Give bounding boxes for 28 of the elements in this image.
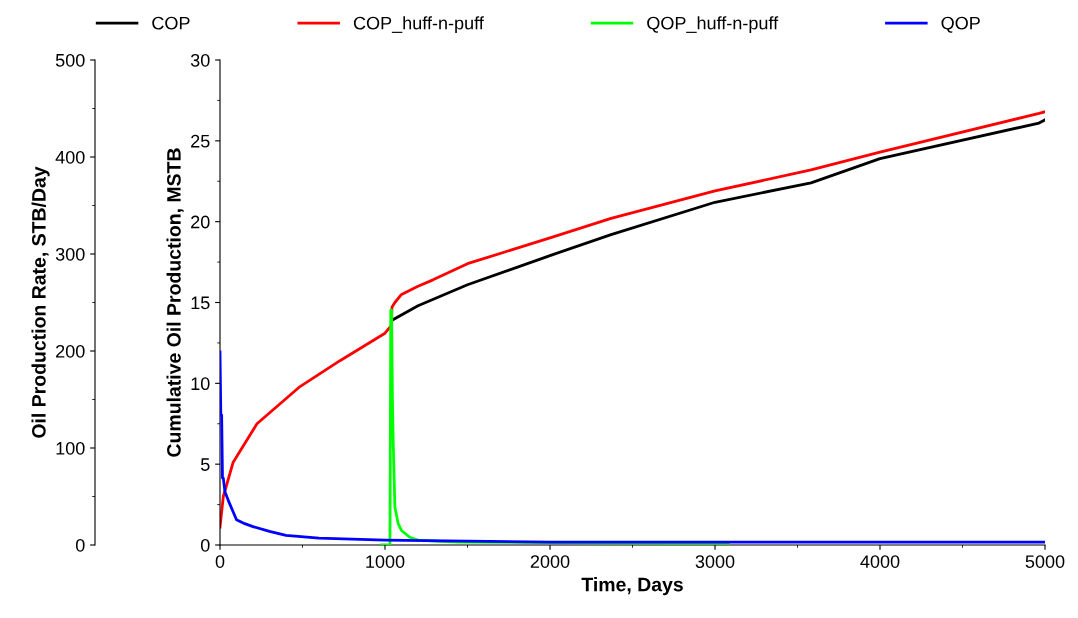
y2-tick-label: 500 [55,53,85,67]
x-tick-label: 4000 [860,555,900,568]
y-tick-label: 5 [200,458,210,471]
y-tick-label: 25 [191,134,210,148]
y-tick-label: 20 [191,215,210,229]
x-tick-label: 5000 [1025,555,1065,568]
y-tick-label: 0 [200,538,210,552]
x-tick-label: 1000 [366,555,405,568]
y2-tick-label: 400 [55,150,85,164]
legend-label: COP [152,16,190,30]
y2-axis-title: Oil Production Rate, STB/Day [31,166,50,438]
legend-label: QOP_huff-n-puff [647,16,779,34]
y-tick-label: 15 [191,296,210,310]
legend-label: COP_huff-n-puff [353,16,484,34]
y2-tick-label: 200 [56,344,85,358]
x-tick-label: 3000 [695,555,735,568]
legend-label: QOP [941,16,980,33]
y2-tick-label: 0 [75,538,85,552]
x-axis-title: Time, Days [581,577,683,596]
x-tick-label: 2000 [530,555,570,568]
x-tick-label: 0 [215,555,225,568]
y-tick-label: 10 [191,377,210,391]
line-series [390,118,1045,322]
y-tick-label: 30 [190,53,210,67]
line-series [220,110,1045,529]
y-axis-title: Cumulative Oil Production, MSTB [166,148,184,457]
y2-tick-label: 100 [56,441,85,455]
y2-tick-label: 300 [55,247,85,261]
